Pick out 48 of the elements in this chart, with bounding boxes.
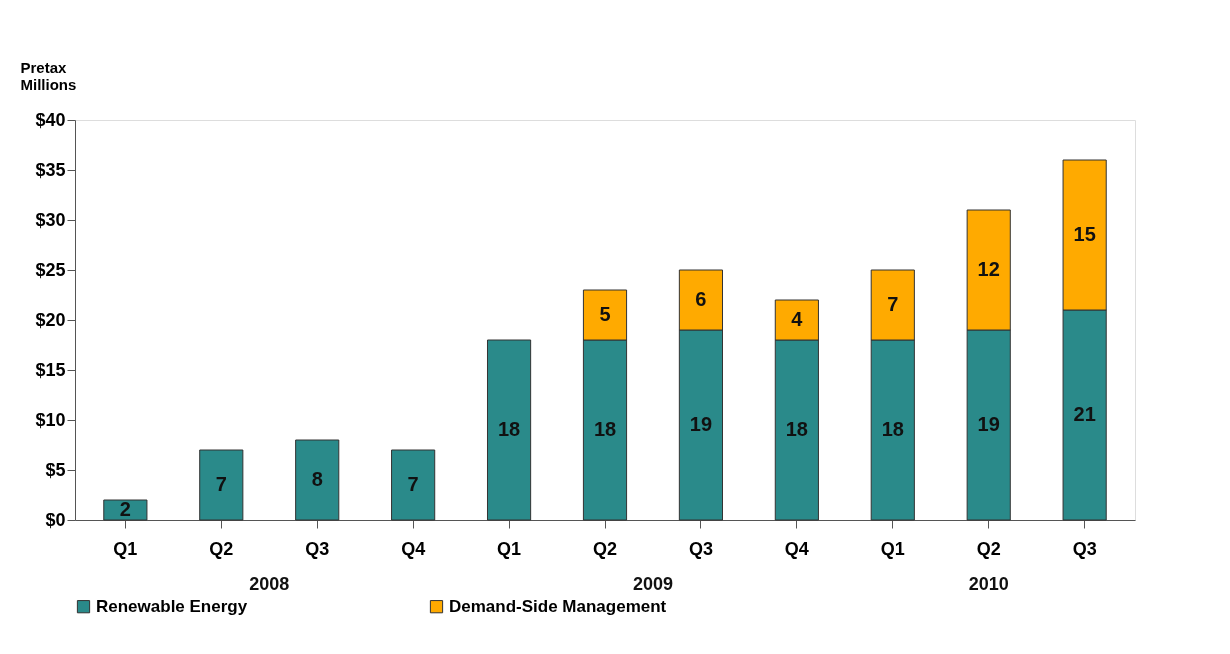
- data-label: 7: [887, 293, 899, 315]
- data-label: 7: [215, 473, 227, 495]
- x-tick-label: Q2: [592, 538, 618, 559]
- y-tick-label: $25: [35, 259, 66, 280]
- data-label: 5: [599, 303, 611, 325]
- bar: [295, 439, 340, 521]
- y-tick-label: $20: [35, 309, 66, 330]
- y-tick-label: $10: [35, 409, 66, 430]
- y-tick-label: $30: [35, 209, 66, 230]
- data-label: 18: [881, 418, 904, 440]
- legend-label: Renewable Energy: [96, 596, 248, 616]
- x-tick-label: Q1: [880, 538, 905, 559]
- legend-label: Demand-Side Management: [449, 596, 667, 616]
- data-label: 18: [785, 418, 808, 440]
- data-label: 6: [695, 288, 707, 310]
- bar: [199, 449, 244, 521]
- text: 2008: [249, 574, 290, 594]
- data-label: 8: [311, 468, 323, 490]
- data-label: 7: [407, 473, 419, 495]
- data-label: 18: [593, 418, 617, 440]
- data-label: 18: [497, 418, 521, 440]
- y-tick-label: $35: [35, 159, 66, 180]
- text: 2009: [632, 574, 673, 594]
- x-tick-label: Q2: [976, 538, 1001, 559]
- text: 2010: [968, 574, 1009, 594]
- x-tick-label: Q4: [401, 538, 426, 559]
- x-tick-label: Q1: [497, 538, 522, 559]
- y-axis-title: Pretax Millions: [20, 58, 77, 93]
- data-label: 19: [977, 413, 1000, 435]
- bar: [103, 499, 148, 521]
- y-tick-label: $5: [45, 459, 66, 480]
- x-tick-label: Q3: [1072, 538, 1097, 559]
- x-tick-label: Q2: [209, 538, 234, 559]
- data-label: 2: [119, 498, 131, 520]
- y-tick-label: $40: [35, 109, 66, 130]
- data-label: 19: [689, 413, 713, 435]
- x-tick-label: Q3: [305, 538, 330, 559]
- y-tick-label: $15: [35, 359, 66, 380]
- bar: [486, 339, 532, 521]
- bar: [391, 449, 436, 521]
- data-label: 15: [1073, 223, 1096, 245]
- data-label: 21: [1073, 403, 1096, 425]
- x-tick-label: Q3: [688, 538, 713, 559]
- data-label: 4: [791, 308, 804, 330]
- x-tick-label: Q1: [113, 538, 138, 559]
- data-label: 12: [977, 258, 1000, 280]
- y-tick-label: $0: [45, 509, 66, 530]
- x-tick-label: Q4: [784, 538, 809, 559]
